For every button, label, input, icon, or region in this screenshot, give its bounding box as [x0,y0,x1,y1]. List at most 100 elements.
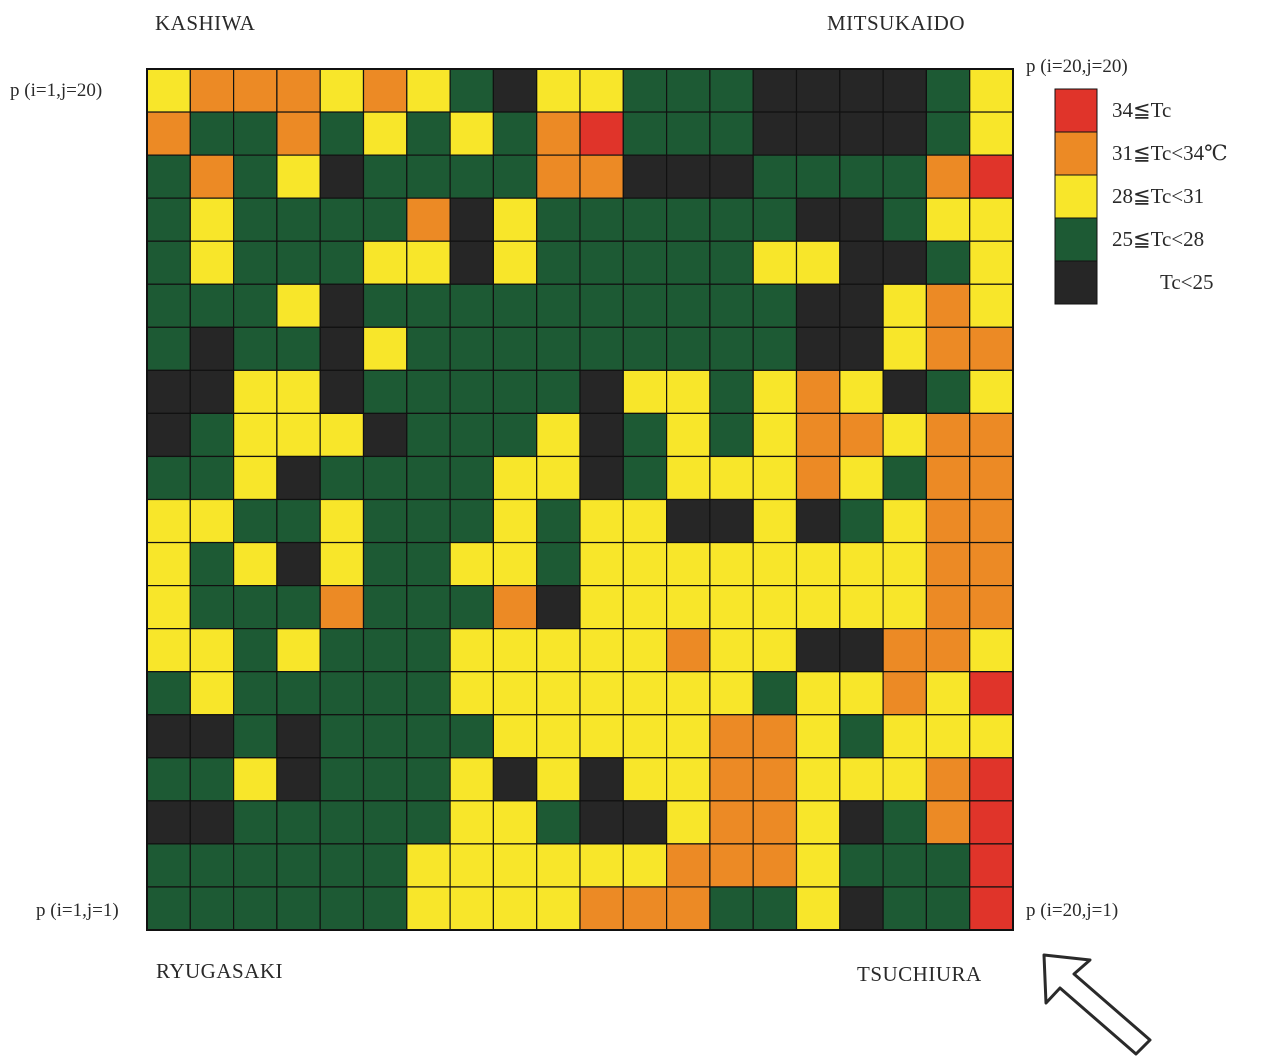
heatmap-cell-i14-j5 [709,714,754,759]
heatmap-cell-i6-j2 [362,843,408,888]
heatmap-cell-i11-j17 [579,197,624,242]
heatmap-cell-i14-j12 [709,412,754,458]
heatmap-cell-i6-j18 [362,154,408,199]
heatmap-cell-i5-j13 [319,369,365,415]
heatmap-cell-i7-j4 [406,757,451,802]
heatmap-cell-i14-j16 [709,240,754,285]
heatmap-cell-i17-j1 [839,886,884,931]
heatmap-cell-i16-j7 [795,628,841,673]
heatmap-cell-i13-j6 [665,671,711,716]
heatmap-cell-i17-j17 [839,197,884,242]
heatmap-cell-i9-j2 [492,843,538,888]
heatmap-cell-i17-j4 [839,757,884,802]
heatmap-cell-i3-j20 [233,68,278,113]
heatmap-cell-i8-j5 [449,714,495,759]
heatmap-cell-i5-j1 [319,886,365,931]
heatmap-cell-i4-j9 [276,541,321,587]
heatmap-cell-i12-j6 [622,671,668,716]
heatmap-cell-i15-j19 [752,111,798,156]
heatmap-cell-i19-j19 [925,111,971,156]
heatmap-cell-i18-j5 [882,714,927,759]
legend-label-2: 31≦Tc<34℃ [1112,141,1228,165]
heatmap-cell-i17-j8 [839,584,884,630]
heatmap-cell-i7-j2 [406,843,451,888]
heatmap-cell-i1-j6 [146,671,191,716]
heatmap-cell-i10-j3 [536,800,581,845]
heatmap-cell-i10-j12 [536,412,581,458]
heatmap-cell-i4-j5 [276,714,321,759]
heatmap-cell-i11-j5 [579,714,624,759]
heatmap-cell-i8-j9 [449,541,495,587]
heatmap-cell-i7-j14 [406,326,451,371]
heatmap-cell-i19-j13 [925,369,971,415]
heatmap-cell-i18-j10 [882,498,927,544]
heatmap-cell-i12-j9 [622,541,668,587]
heatmap-cell-i1-j19 [146,111,191,156]
heatmap-cell-i14-j4 [709,757,754,802]
heatmap-cell-i14-j18 [709,154,754,199]
city-label-tsuchiura: TSUCHIURA [857,962,982,986]
heatmap-cell-i19-j18 [925,154,971,199]
heatmap-cell-i11-j19 [579,111,624,156]
heatmap-cell-i1-j5 [146,714,191,759]
heatmap-cell-i20-j9 [969,541,1014,587]
heatmap-cell-i3-j8 [233,584,278,630]
heatmap-cell-i2-j9 [189,541,235,587]
heatmap-cell-i8-j4 [449,757,495,802]
heatmap-cell-i3-j17 [233,197,278,242]
heatmap-cell-i14-j8 [709,584,754,630]
heatmap-cell-i19-j6 [925,671,971,716]
heatmap-cell-i6-j12 [362,412,408,458]
heatmap-cell-i4-j17 [276,197,321,242]
heatmap-cell-i16-j15 [795,283,841,328]
heatmap-cell-i1-j8 [146,584,191,630]
heatmap-cell-i10-j1 [536,886,581,931]
heatmap-cell-i9-j19 [492,111,538,156]
heatmap-cell-i9-j1 [492,886,538,931]
heatmap-cell-i2-j14 [189,326,235,371]
heatmap-cell-i4-j1 [276,886,321,931]
heatmap-cell-i18-j11 [882,455,927,501]
heatmap-cell-i14-j1 [709,886,754,931]
heatmap-cell-i12-j17 [622,197,668,242]
heatmap-cell-i17-j16 [839,240,884,285]
heatmap-cell-i20-j6 [969,671,1014,716]
heatmap-cell-i10-j4 [536,757,581,802]
heatmap-cell-i15-j18 [752,154,798,199]
heatmap-cell-i7-j7 [406,628,451,673]
heatmap-cell-i2-j2 [189,843,235,888]
heatmap-cell-i15-j9 [752,541,798,587]
heatmap-cell-i7-j20 [406,68,451,113]
heatmap-cell-i6-j14 [362,326,408,371]
corner-label-bottom-right: p (i=20,j=1) [1026,900,1119,921]
heatmap-cell-i1-j10 [146,498,191,544]
heatmap-cell-i16-j6 [795,671,841,716]
heatmap-cell-i16-j18 [795,154,841,199]
heatmap-cell-i10-j18 [536,154,581,199]
heatmap-cell-i20-j15 [969,283,1014,328]
heatmap-cell-i6-j8 [362,584,408,630]
heatmap-cell-i2-j5 [189,714,235,759]
heatmap-cell-i2-j1 [189,886,235,931]
heatmap-cell-i10-j9 [536,541,581,587]
heatmap-cell-i13-j7 [665,628,711,673]
heatmap-cell-i13-j11 [665,455,711,501]
legend-swatch-2 [1054,131,1098,176]
heatmap-cell-i10-j7 [536,628,581,673]
heatmap-cell-i4-j11 [276,455,321,501]
legend-label-5: Tc<25 [1160,270,1214,294]
heatmap-cell-i7-j5 [406,714,451,759]
heatmap-cell-i8-j20 [449,68,495,113]
heatmap-cell-i10-j20 [536,68,581,113]
heatmap-cell-i4-j15 [276,283,321,328]
heatmap-cell-i5-j12 [319,412,365,458]
heatmap-cell-i1-j12 [146,412,191,458]
heatmap-cell-i18-j8 [882,584,927,630]
heatmap-cell-i5-j15 [319,283,365,328]
heatmap-cell-i3-j6 [233,671,278,716]
heatmap-cell-i1-j14 [146,326,191,371]
heatmap-cell-i10-j13 [536,369,581,415]
heatmap-cell-i19-j16 [925,240,971,285]
heatmap-cell-i19-j15 [925,283,971,328]
heatmap-cell-i1-j4 [146,757,191,802]
